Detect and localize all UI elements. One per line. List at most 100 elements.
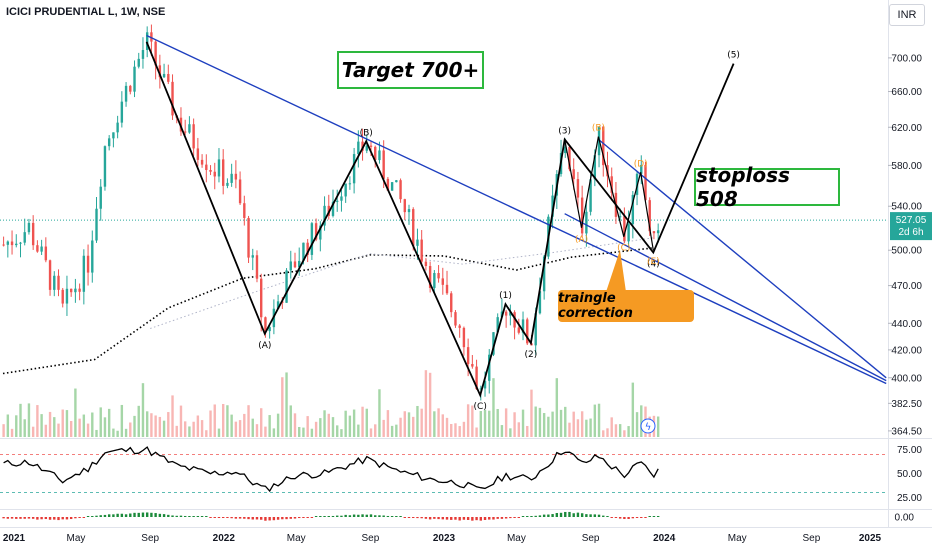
volume-bar (243, 413, 246, 437)
volume-bar (103, 417, 107, 437)
candle-body (2, 244, 5, 246)
candle-body (395, 180, 398, 183)
volume-bar (57, 423, 60, 437)
volume-bar (526, 425, 529, 437)
candle-body (542, 256, 546, 292)
candle-body (462, 327, 466, 348)
candle-body (648, 200, 651, 232)
volume-bar (323, 410, 326, 437)
candle-body (509, 312, 512, 316)
volume-bar (374, 424, 377, 437)
histogram-bar (488, 517, 491, 520)
volume-bar (399, 417, 402, 437)
y-tick-label: 660.00 (891, 87, 922, 98)
histogram-bar (302, 517, 305, 518)
sub-wave-label: (D) (634, 159, 648, 169)
histogram-bar (327, 516, 330, 517)
candle-body (437, 273, 440, 279)
histogram-bar (175, 515, 178, 517)
histogram-bar (154, 513, 157, 517)
volume-bar (424, 370, 428, 437)
histogram-bar (517, 517, 521, 518)
volume-bar (306, 416, 309, 437)
volume-bar (564, 406, 567, 437)
histogram-bar (171, 515, 174, 517)
volume-bar (251, 418, 254, 437)
histogram-bar (306, 517, 309, 518)
candle-body (57, 275, 60, 290)
candle-body (424, 261, 428, 267)
volume-bar (488, 410, 491, 437)
histogram-bar (78, 517, 81, 518)
candle-body (44, 246, 48, 261)
histogram-bar (91, 516, 94, 517)
volume-bar (2, 424, 5, 437)
x-tick-label: Sep (141, 533, 159, 544)
volume-bar (196, 415, 200, 437)
candle-body (580, 197, 584, 234)
wave-label: (1) (499, 291, 512, 301)
price-tag (890, 212, 932, 241)
histogram-bar (243, 517, 246, 519)
volume-bar (234, 421, 238, 437)
histogram-tick-label: 0.00 (895, 513, 915, 524)
histogram-bar (340, 515, 343, 517)
histogram-bar (466, 517, 470, 520)
moving-average-line (150, 237, 654, 329)
candle-body (86, 255, 90, 273)
candle-body (192, 124, 195, 149)
histogram-bar (213, 517, 216, 518)
volume-bar (441, 414, 444, 437)
target-annotation: Target 700+ (337, 51, 484, 89)
volume-bar (327, 413, 330, 437)
histogram-bar (137, 512, 140, 517)
candle-body (618, 216, 622, 218)
volume-bar (19, 403, 22, 437)
histogram-bar (555, 512, 559, 517)
trendline (597, 138, 887, 379)
candle-body (357, 141, 360, 155)
candle-body (454, 312, 457, 326)
candle-body (416, 239, 419, 246)
volume-bar (272, 428, 276, 437)
volume-bar (340, 429, 343, 437)
volume-bar (572, 411, 575, 437)
volume-bar (141, 383, 145, 437)
y-tick-label: 620.00 (891, 123, 922, 134)
volume-bar (357, 424, 360, 437)
volume-bar (416, 405, 419, 437)
histogram-bar (272, 517, 276, 521)
candle-body (517, 327, 521, 333)
volume-bar (597, 403, 601, 437)
triangle-wave-line (564, 136, 654, 251)
candle-body (568, 146, 571, 170)
volume-bar (86, 423, 90, 437)
histogram-bar (107, 514, 111, 517)
candle-body (247, 217, 250, 258)
currency-button[interactable]: INR (889, 4, 925, 26)
histogram-bar (293, 517, 297, 519)
candle-body (260, 278, 263, 318)
volume-bar (331, 417, 335, 437)
volume-bar (618, 424, 622, 437)
volume-bar (137, 405, 140, 437)
histogram-bar (576, 512, 580, 517)
histogram-bar (513, 517, 516, 518)
trendline (564, 213, 887, 382)
volume-bar (336, 425, 339, 437)
volume-bar (640, 405, 643, 437)
histogram-bar (116, 513, 119, 517)
volume-bar (369, 428, 373, 437)
candle-body (243, 203, 246, 218)
volume-bar (627, 426, 630, 437)
histogram-bar (542, 514, 546, 517)
candle-body (53, 275, 56, 290)
volume-bar (276, 413, 280, 437)
candle-body (15, 243, 18, 246)
histogram-bar (652, 516, 656, 517)
histogram-bar (390, 516, 394, 517)
volume-bar (213, 404, 216, 437)
candle-body (428, 266, 432, 288)
histogram-bar (145, 512, 149, 517)
volume-bar (48, 411, 52, 437)
